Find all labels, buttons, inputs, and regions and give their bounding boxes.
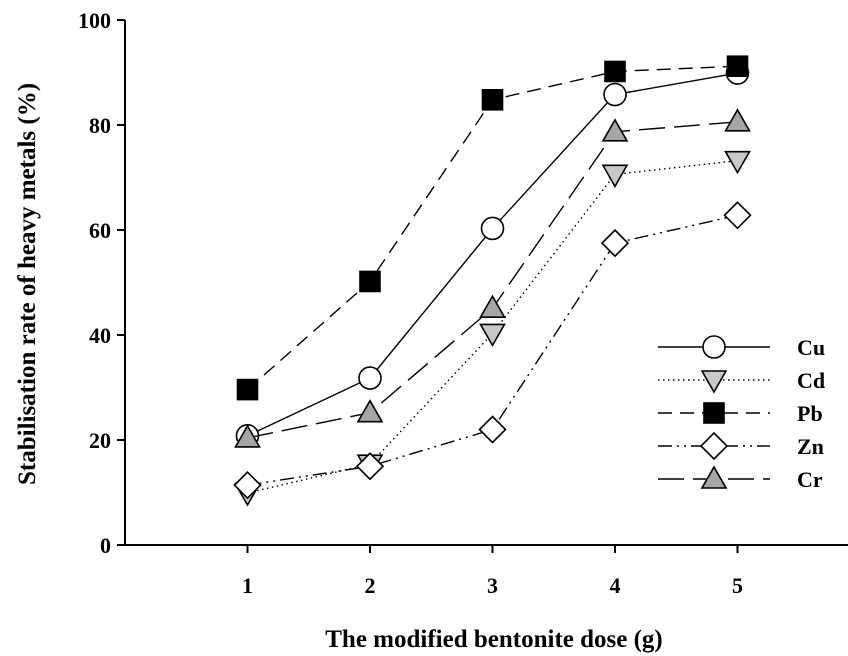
data-point-zn [723, 201, 752, 230]
data-point-zn [478, 415, 507, 444]
series-cr [234, 108, 751, 448]
data-point-pb [236, 378, 259, 401]
series-cd [234, 150, 751, 507]
legend-item-cd: Cd [658, 368, 825, 394]
data-point-cr [356, 399, 384, 423]
series-cu [235, 61, 750, 448]
data-point-cr [479, 294, 506, 319]
legend-item-zn: Zn [658, 431, 824, 461]
legend-item-cr: Cr [658, 465, 823, 492]
data-point-cu [603, 82, 627, 107]
data-point-cd [724, 150, 751, 175]
y-tick-label: 40 [89, 323, 111, 348]
x-tick-label: 5 [732, 573, 743, 598]
series-pb [236, 55, 749, 401]
y-tick-label: 100 [78, 8, 111, 33]
y-axis-title: Stabilisation rate of heavy metals (%) [14, 83, 41, 485]
y-tick-label: 20 [89, 428, 111, 453]
series-layer [233, 55, 752, 507]
y-tick-label: 80 [89, 113, 111, 138]
data-point-cr [724, 108, 751, 132]
y-tick-label: 60 [89, 218, 111, 243]
data-point-pb [481, 89, 504, 111]
data-point-cu [358, 366, 382, 390]
legend-marker-cu [702, 335, 726, 359]
series-zn [233, 201, 752, 500]
x-tick-label: 3 [487, 573, 498, 598]
legend-label-cr: Cr [797, 467, 823, 492]
legend-marker-cr [700, 465, 728, 489]
data-point-cr [601, 118, 629, 142]
legend-marker-pb [703, 402, 725, 424]
legend-marker-cd [700, 370, 728, 394]
x-axis-title: The modified bentonite dose (g) [325, 626, 663, 653]
axes: 0 20 40 60 80 100 1 2 3 4 5 [78, 8, 848, 598]
legend-label-zn: Zn [797, 434, 824, 459]
data-point-zn [233, 471, 262, 500]
data-point-zn [355, 452, 385, 481]
data-point-cu [480, 216, 505, 241]
data-point-zn [600, 228, 630, 258]
x-tick-label: 4 [610, 573, 621, 598]
data-point-pb [726, 55, 749, 78]
y-tick-label: 0 [100, 533, 111, 558]
x-tick-label: 2 [365, 573, 376, 598]
legend-item-pb: Pb [658, 401, 823, 426]
data-point-pb [604, 60, 626, 83]
legend-label-cu: Cu [797, 335, 825, 360]
data-point-cd [479, 323, 506, 348]
legend-label-cd: Cd [797, 368, 825, 393]
legend-label-pb: Pb [797, 401, 823, 426]
data-point-cd [601, 164, 629, 188]
series-line-zn [247, 214, 738, 486]
legend-item-cu: Cu [658, 335, 825, 360]
data-point-pb [359, 270, 381, 293]
x-tick-label: 1 [242, 573, 253, 598]
data-point-cr [234, 424, 261, 448]
legend-marker-zn [699, 431, 729, 461]
legend: Cu Cd Pb Zn Cr [658, 335, 825, 492]
